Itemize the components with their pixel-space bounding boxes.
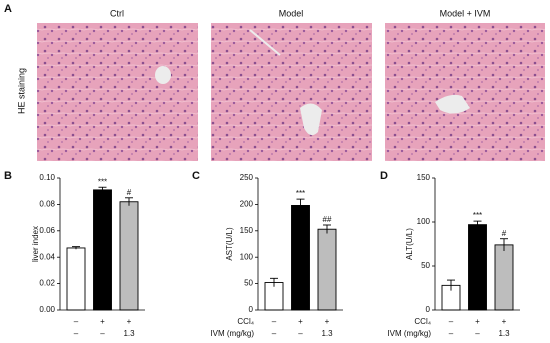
y-axis-label: liver index [31,226,40,262]
significance-label: *** [473,211,482,220]
significance-label: *** [98,177,107,186]
condition-value: + [127,317,132,326]
y-tick-label: 200 [240,200,254,209]
condition-value: 1.3 [498,329,510,338]
condition-value: + [325,317,330,326]
micrograph [37,23,198,161]
column-title: Model + IVM [440,8,491,18]
condition-value: – [449,329,454,338]
significance-label: *** [296,189,305,198]
significance-label: # [127,188,132,197]
y-tick-label: 0.10 [39,173,55,182]
y-tick-label: 50 [421,261,430,270]
condition-value: 1.3 [321,329,333,338]
error-bar [323,224,331,234]
y-axis-label: AST(U/L) [225,227,234,261]
row-label: HE staining [16,68,26,114]
condition-value: – [272,317,277,326]
y-tick-label: 0 [249,305,254,314]
y-axis-label: ALT(U/L) [405,228,414,260]
y-tick-label: 50 [244,279,253,288]
panel-label: A [4,3,12,15]
condition-value: – [298,329,303,338]
y-tick-label: 100 [417,217,431,226]
condition-label: IVM (mg/kg) [210,329,254,338]
y-tick-label: 150 [240,226,254,235]
bar [119,201,139,311]
bar [93,189,112,311]
condition-value: – [100,329,105,338]
condition-label: IVM (mg/kg) [387,329,431,338]
column-title: Model [279,8,304,18]
column-title: Ctrl [110,8,124,18]
y-tick-label: 0.08 [39,200,55,209]
micrograph [211,23,372,161]
condition-value: – [475,329,480,338]
y-tick-label: 0 [426,305,431,314]
condition-value: – [74,329,79,338]
y-tick-label: 100 [240,252,254,261]
bar [66,247,86,311]
condition-value: + [475,317,480,326]
significance-label: # [502,229,507,238]
condition-label: CCl₄ [414,317,431,326]
condition-value: – [74,317,79,326]
y-tick-label: 150 [417,173,431,182]
error-bar [270,277,278,287]
significance-label: ## [323,215,332,224]
condition-value: + [502,317,507,326]
error-bar [296,198,305,212]
error-bar [447,279,455,291]
bar [291,205,310,311]
error-bar [98,186,107,193]
y-tick-label: 0.04 [39,252,55,261]
error-bar [125,197,133,206]
bar [494,244,514,311]
bar [468,224,487,311]
panel-label: B [4,170,12,182]
y-tick-label: 0.00 [39,305,55,314]
error-bar [72,246,80,250]
condition-value: 1.3 [123,329,135,338]
condition-value: – [272,329,277,338]
condition-value: – [449,317,454,326]
y-tick-label: 0.06 [39,226,55,235]
condition-value: + [298,317,303,326]
panel-label: D [380,170,388,182]
error-bar [473,220,482,229]
error-bar [500,238,508,252]
condition-label: CCl₄ [237,317,254,326]
condition-value: + [100,317,105,326]
y-tick-label: 250 [240,173,254,182]
panel-label: C [192,170,200,182]
bar [317,228,337,311]
y-tick-label: 0.02 [39,279,55,288]
micrograph [385,23,545,161]
